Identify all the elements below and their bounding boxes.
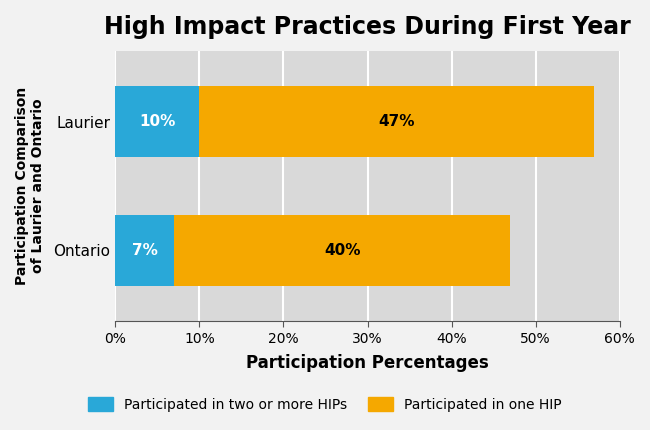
Bar (116, 215, 174, 286)
X-axis label: Participation Percentages: Participation Percentages (246, 354, 489, 372)
Bar (174, 215, 510, 286)
Y-axis label: Participation Comparison
of Laurier and Ontario: Participation Comparison of Laurier and … (15, 87, 46, 285)
Bar (116, 86, 200, 157)
Bar (200, 86, 594, 157)
Text: 7%: 7% (132, 243, 158, 258)
Text: 10%: 10% (139, 114, 176, 129)
Text: 40%: 40% (324, 243, 361, 258)
Text: 47%: 47% (379, 114, 415, 129)
Title: High Impact Practices During First Year: High Impact Practices During First Year (104, 15, 631, 39)
Legend: Participated in two or more HIPs, Participated in one HIP: Participated in two or more HIPs, Partic… (81, 390, 569, 419)
